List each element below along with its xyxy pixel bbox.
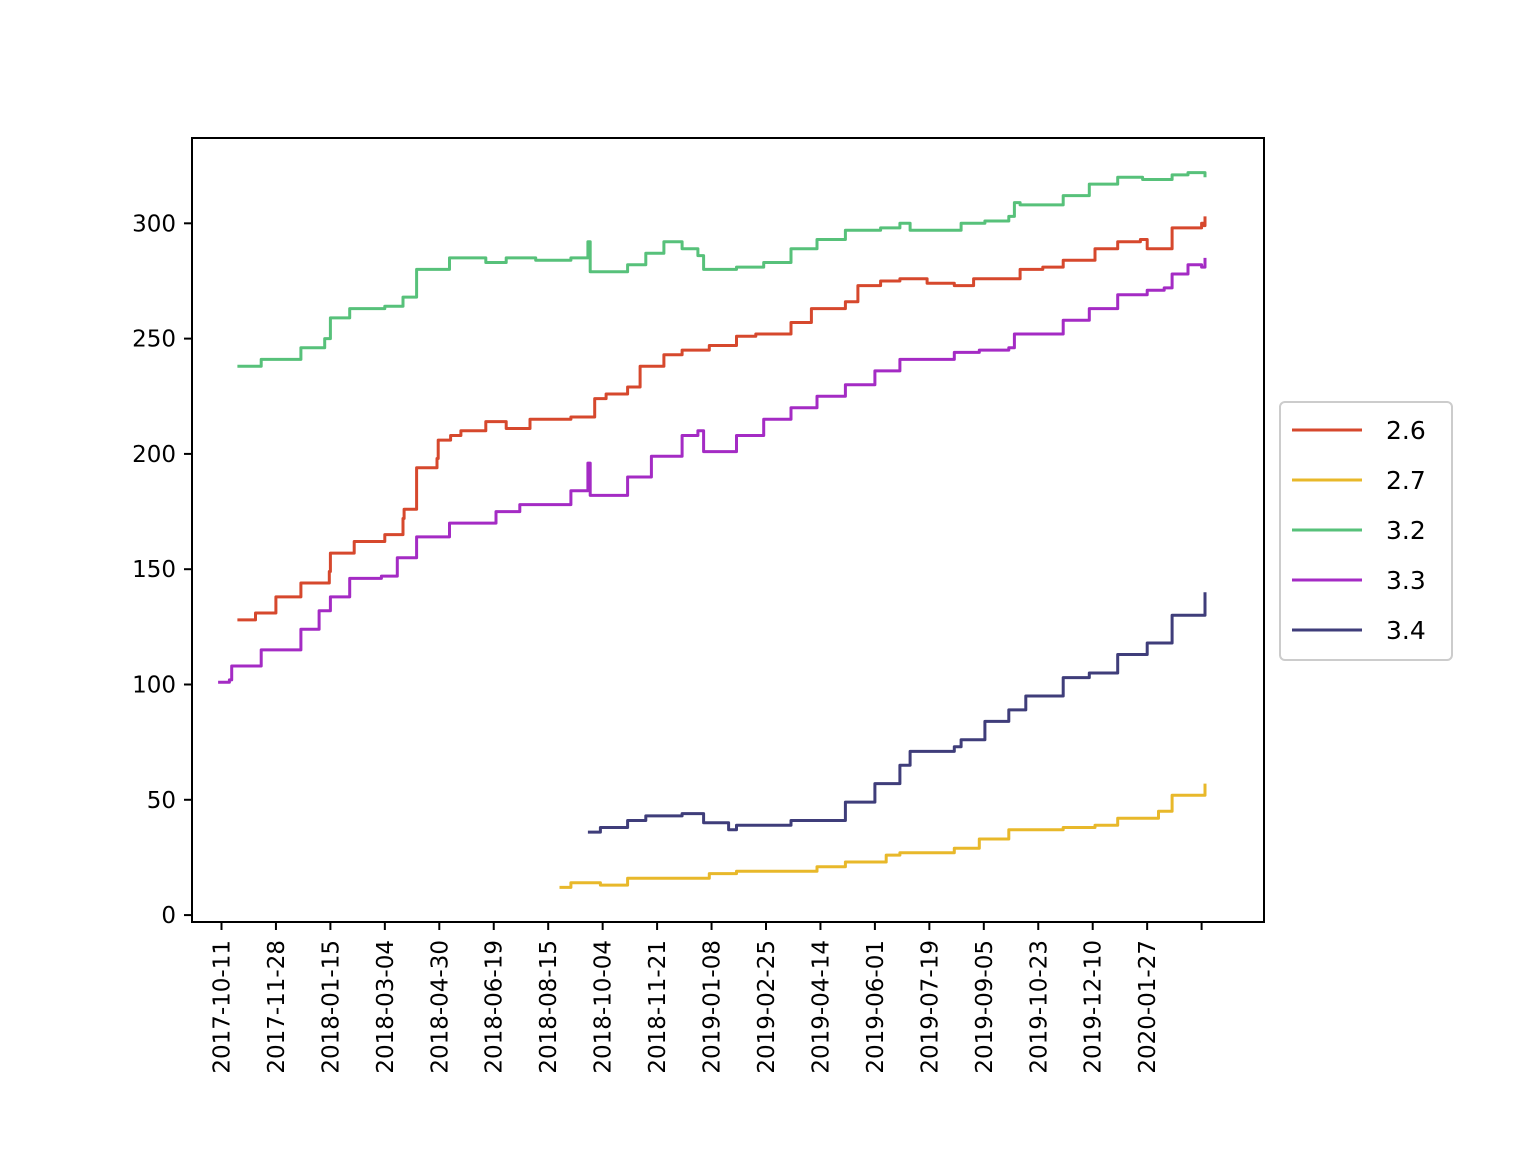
x-tick-label: 2019-07-19	[917, 940, 943, 1074]
y-tick-label: 50	[147, 788, 176, 814]
x-tick-label: 2019-10-23	[1026, 940, 1052, 1074]
x-tick-label: 2019-06-01	[863, 940, 889, 1074]
x-tick-label: 2019-09-05	[972, 940, 998, 1074]
x-tick-label: 2020-01-27	[1135, 940, 1161, 1074]
legend-box	[1279, 401, 1453, 661]
x-tick-label: 2018-01-15	[318, 940, 344, 1074]
series-line-3-4	[587, 592, 1207, 834]
legend-label-3-2: 3.2	[1386, 516, 1426, 545]
x-tick-label: 2017-10-11	[209, 940, 235, 1074]
legend-label-2-7: 2.7	[1386, 466, 1426, 495]
x-tick-label: 2017-11-28	[264, 940, 290, 1074]
legend-label-3-4: 3.4	[1386, 616, 1426, 645]
y-tick-label: 300	[132, 211, 176, 237]
x-tick-label: 2019-01-08	[700, 940, 726, 1074]
y-tick-label: 0	[161, 903, 176, 929]
x-tick-label: 2019-04-14	[808, 940, 834, 1074]
legend: 2.6 2.7 3.2 3.3 3.4	[1279, 401, 1453, 661]
y-tick-label: 150	[132, 557, 176, 583]
series-line-2-6	[237, 216, 1207, 622]
axes: 0 50 100 150 200 250 300 2017-10-11 2017-11-28 20…	[132, 211, 1203, 1074]
legend-label-3-3: 3.3	[1386, 566, 1426, 595]
x-tick-label: 2019-02-25	[754, 940, 780, 1074]
series-layer	[218, 171, 1207, 889]
legend-label-2-6: 2.6	[1386, 416, 1426, 445]
x-tick-label: 2018-06-19	[482, 940, 508, 1074]
x-tick-label: 2019-12-10	[1081, 940, 1107, 1074]
y-tick-label: 250	[132, 327, 176, 353]
x-tick-label: 2018-08-15	[536, 940, 562, 1074]
x-tick-label: 2018-10-04	[591, 940, 617, 1074]
series-line-3-2	[237, 171, 1207, 368]
y-tick-label: 100	[132, 672, 176, 698]
plot-frame	[191, 137, 1265, 923]
series-line-2-7	[559, 783, 1207, 889]
x-tick-label: 2018-03-04	[373, 940, 399, 1074]
series-line-3-3	[218, 257, 1207, 684]
x-tick-label: 2018-11-21	[645, 940, 671, 1074]
y-tick-label: 200	[132, 442, 176, 468]
x-tick-label: 2018-04-30	[427, 940, 453, 1074]
